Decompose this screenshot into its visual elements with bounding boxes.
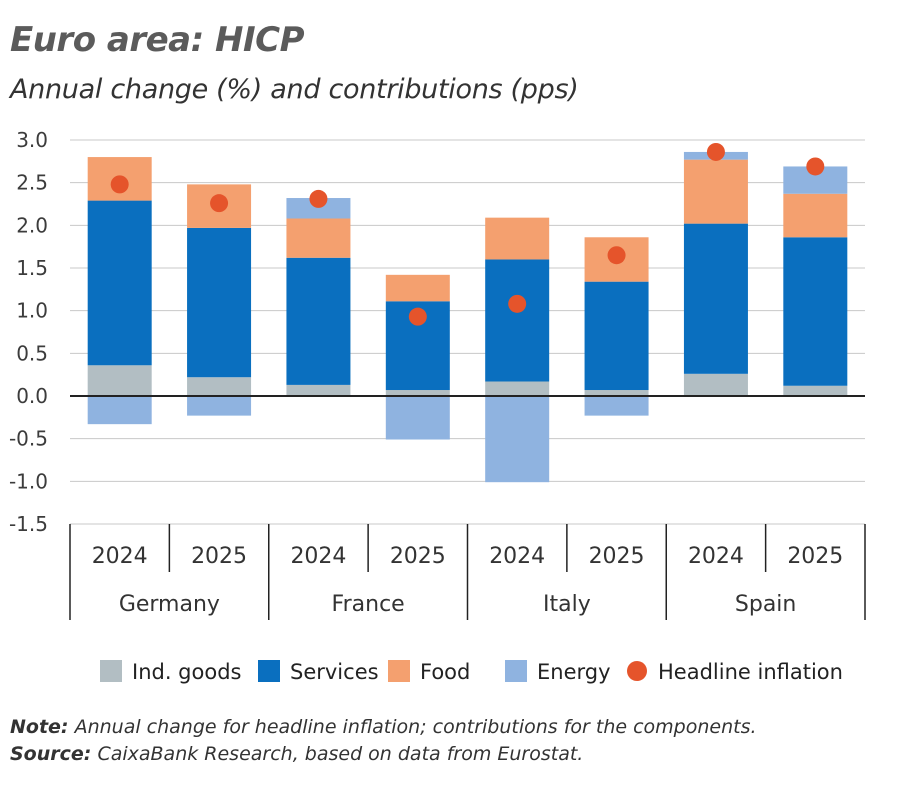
bar-services: [286, 257, 351, 385]
bar-ind-goods: [87, 365, 152, 396]
headline-point: [508, 294, 527, 313]
legend-swatch-services: [258, 660, 280, 682]
footnote: Note: Annual change for headline inflati…: [10, 714, 757, 768]
y-tick-label: 0.5: [16, 341, 48, 365]
headline-point: [309, 189, 328, 208]
headline-point: [210, 194, 229, 213]
bar-services: [87, 200, 152, 366]
legend-swatch-food: [388, 660, 410, 682]
group-label: France: [332, 592, 405, 617]
bar-food: [485, 217, 550, 260]
bar-ind-goods: [485, 381, 550, 396]
bar-services: [485, 259, 550, 382]
y-tick-label: -1.0: [9, 469, 48, 493]
bar-food: [683, 159, 748, 224]
bar-energy: [87, 396, 152, 425]
legend-label: Services: [290, 660, 379, 684]
legend-label: Headline inflation: [658, 660, 843, 684]
y-tick-label: 3.0: [16, 128, 48, 152]
y-tick-label: 2.5: [16, 171, 48, 195]
source-line: Source: CaixaBank Research, based on dat…: [10, 741, 757, 768]
chart-title: Euro area: HICP: [10, 20, 305, 60]
bar-ind-goods: [286, 384, 351, 396]
bar-services: [584, 281, 649, 391]
y-tick-label: 0.0: [16, 384, 48, 408]
source-label: Source:: [10, 743, 92, 765]
bar-ind-goods: [385, 390, 450, 396]
bar-ind-goods: [783, 385, 848, 396]
bar-energy: [286, 198, 351, 219]
legend-label: Energy: [537, 660, 611, 684]
headline-point: [607, 246, 626, 265]
y-tick-label: 1.0: [16, 299, 48, 323]
x-tick-label: 2025: [191, 544, 247, 569]
headline-point: [806, 157, 825, 176]
chart-subtitle: Annual change (%) and contributions (pps…: [10, 74, 579, 105]
x-tick-label: 2024: [489, 544, 545, 569]
chart: 3.0 2.5 2.0 1.5 1.0 0.5 0.0 -0.5 -1.0 -1.5 2024 202…: [9, 128, 866, 684]
bar-ind-goods: [683, 373, 748, 396]
x-tick-label: 2025: [589, 544, 645, 569]
bar-food: [385, 274, 450, 302]
headline-point: [110, 175, 129, 194]
bar-ind-goods: [584, 390, 649, 396]
bar-energy: [187, 396, 252, 416]
legend-swatch-headline: [627, 661, 647, 681]
bar-food: [286, 218, 351, 258]
note-label: Note:: [10, 716, 69, 738]
bar-ind-goods: [187, 377, 252, 396]
x-tick-label: 2025: [787, 544, 843, 569]
bar-services: [683, 223, 748, 374]
legend-swatch-energy: [505, 660, 527, 682]
x-tick-label: 2024: [688, 544, 744, 569]
y-tick-label: -1.5: [9, 512, 48, 536]
headline-point: [706, 142, 725, 161]
note-text: Annual change for headline inflation; co…: [74, 716, 757, 738]
y-tick-label: 1.5: [16, 256, 48, 280]
y-tick-label: -0.5: [9, 427, 48, 451]
bar-services: [783, 237, 848, 386]
bar-energy: [485, 396, 550, 483]
bar-energy: [584, 396, 649, 416]
group-label: Germany: [119, 592, 220, 617]
y-tick-label: 2.0: [16, 213, 48, 237]
x-tick-label: 2024: [92, 544, 148, 569]
legend-label: Ind. goods: [132, 660, 241, 684]
group-label: Italy: [543, 592, 591, 617]
bar-energy: [385, 396, 450, 440]
legend-label: Food: [420, 660, 470, 684]
note-line: Note: Annual change for headline inflati…: [10, 714, 757, 741]
group-label: Spain: [735, 592, 796, 617]
bar-food: [783, 193, 848, 238]
legend-swatch-ind-goods: [100, 660, 122, 682]
bar-services: [187, 227, 252, 378]
headline-point: [408, 307, 427, 326]
x-tick-label: 2024: [290, 544, 346, 569]
source-text: CaixaBank Research, based on data from E…: [97, 743, 584, 765]
x-tick-label: 2025: [390, 544, 446, 569]
